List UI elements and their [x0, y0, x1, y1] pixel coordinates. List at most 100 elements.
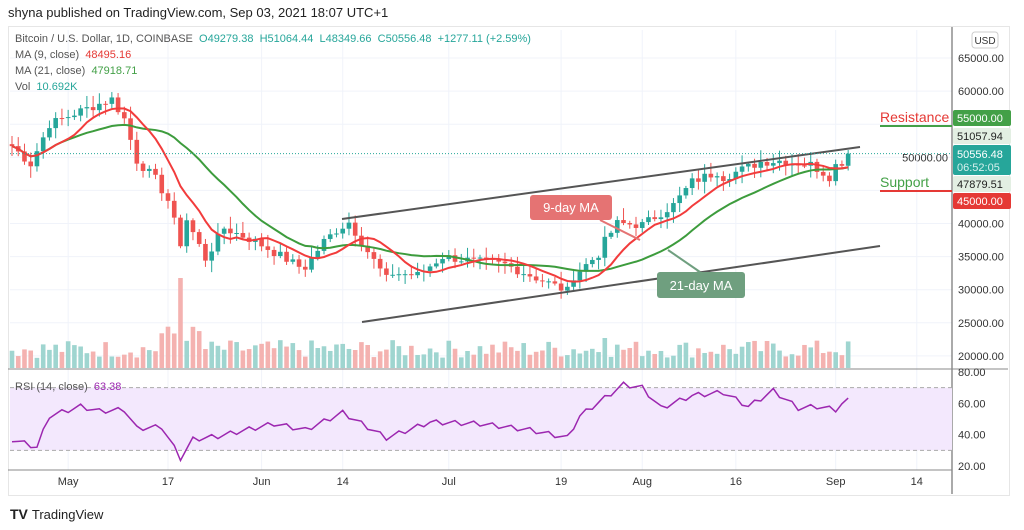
candle-body [664, 212, 670, 218]
volume-bar [290, 343, 296, 368]
price-tick-label: 20000.00 [958, 351, 1004, 363]
candle-body [109, 97, 115, 104]
volume-bar [146, 350, 152, 368]
candle-body [371, 252, 377, 259]
volume-bar [540, 350, 545, 368]
volume-bar [727, 349, 732, 368]
candle-body [34, 151, 40, 167]
chart-frame[interactable] [8, 26, 1010, 496]
candle-body [65, 117, 71, 119]
candle-body [128, 118, 133, 140]
candle-body [377, 258, 383, 269]
volume-bar [265, 341, 271, 368]
ma9-label: MA (9, close) [15, 49, 80, 61]
candle-body [215, 233, 221, 252]
candle-body [296, 259, 302, 267]
candle-body [122, 112, 127, 119]
volume-bar [115, 356, 121, 368]
candle-body [146, 168, 152, 171]
candle-body [758, 161, 764, 168]
volume-bar [677, 344, 682, 368]
volume-bar [427, 348, 433, 368]
volume-bar [221, 349, 227, 368]
volume-bar [334, 344, 339, 368]
ma9-line [11, 107, 849, 283]
volume-bar [259, 343, 264, 368]
date-tick-label: 17 [162, 476, 174, 488]
volume-bar [440, 357, 445, 368]
resistance-badge [953, 110, 1011, 126]
volume-bar [365, 345, 370, 368]
volume-bar [639, 356, 645, 368]
candle-body [22, 151, 27, 162]
candle-body [621, 220, 626, 224]
tradingview-logo[interactable]: TV TradingView [10, 506, 103, 522]
ma21-label: MA (21, close) [15, 65, 86, 77]
candle-body [352, 222, 358, 236]
candle-body [746, 163, 751, 167]
high-badge [953, 128, 1011, 144]
volume-bar [22, 349, 27, 368]
volume-bar [15, 356, 21, 368]
ma21-callout-box [657, 272, 745, 298]
volume-bar [228, 340, 233, 368]
candle-body [708, 173, 714, 178]
volume-bar [184, 340, 190, 368]
volume-bar [552, 347, 558, 368]
volume-bar [178, 278, 183, 368]
volume-bar [215, 345, 221, 368]
volume-bar [839, 355, 845, 368]
candle-body [390, 274, 395, 276]
volume-bar [795, 355, 801, 368]
volume-bar [458, 357, 464, 368]
candle-body [90, 107, 96, 111]
rsi-tick-label: 60.00 [958, 398, 986, 410]
symbol-name: Bitcoin / U.S. Dollar, 1D, COINBASE [15, 33, 193, 45]
volume-bar [521, 343, 526, 368]
candle-body [639, 222, 645, 228]
date-tick-label: May [58, 476, 79, 488]
candle-body [359, 235, 364, 246]
volume-bar [602, 338, 608, 368]
ma9-callout: 9-day MA [543, 200, 599, 215]
currency-label: USD [974, 36, 995, 47]
volume-bar [808, 347, 814, 368]
volume-bar [533, 351, 539, 368]
candle-body [84, 107, 90, 109]
volume-bar [321, 346, 327, 368]
price-tick-label: 30000.00 [958, 285, 1004, 297]
candle-body [552, 281, 558, 284]
candle-body [527, 274, 533, 277]
candle-body [140, 163, 146, 171]
candle-body [284, 251, 289, 262]
volume-bar [402, 355, 408, 368]
volume-bar [721, 344, 726, 368]
volume-bar [203, 349, 208, 368]
open-value: O49279.38 [199, 33, 254, 45]
date-tick-label: 14 [911, 476, 923, 488]
candle-body [764, 161, 770, 166]
volume-bar [134, 357, 140, 368]
candle-body [259, 238, 264, 247]
volume-bar [327, 350, 333, 368]
candle-body [752, 163, 757, 168]
volume-bar [53, 344, 58, 368]
date-tick-label: Jul [442, 476, 456, 488]
volume-bar [359, 342, 364, 368]
candle-body [97, 103, 102, 111]
date-tick-label: 19 [555, 476, 567, 488]
candle-body [415, 271, 420, 276]
volume-bar [434, 352, 439, 368]
candle-body [178, 217, 183, 247]
candle-body [59, 118, 65, 120]
candle-body [646, 217, 651, 223]
price-tick-label: 50000.00 [902, 152, 948, 164]
candle-body [658, 217, 664, 220]
resistance-badge-text: 55000.00 [957, 113, 1003, 125]
volume-bar [827, 351, 832, 368]
volume-bar [671, 355, 676, 368]
vol-label: Vol [15, 81, 31, 93]
candle-body [633, 224, 639, 228]
candle-body [434, 263, 439, 267]
